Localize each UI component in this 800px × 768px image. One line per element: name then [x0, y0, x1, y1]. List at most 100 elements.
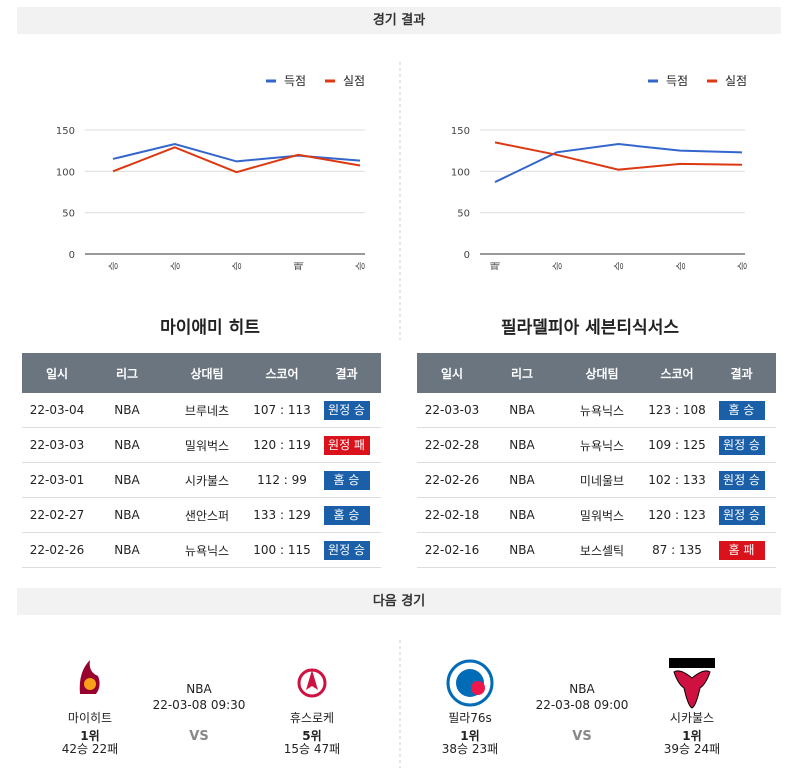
- datetime: 22-03-08 09:30: [152, 698, 246, 712]
- cell: 홈 패: [707, 532, 776, 568]
- column-header: 일시: [417, 353, 487, 393]
- x-tick-label: 승: [108, 261, 120, 270]
- column-header: 결과: [312, 353, 381, 393]
- row: 22-03-03 NBA 뉴욕닉스 123 : 108 홈 승: [417, 393, 776, 428]
- cell: 107 : 113: [252, 393, 312, 428]
- team-title: 필라델피아 세븐티식서스: [501, 318, 679, 338]
- cell: NBA: [487, 393, 557, 428]
- logo-heat: [79, 660, 100, 694]
- y-tick-label: 0: [464, 250, 470, 261]
- x-tick-label: 패: [490, 261, 502, 270]
- team-record: 38승 23패: [441, 742, 499, 756]
- result-badge: 원정 승: [718, 505, 765, 525]
- cell: 22-02-28: [417, 427, 487, 463]
- row: 22-02-16 NBA 보스셀틱 87 : 135 홈 패: [417, 532, 776, 568]
- x-tick-label: 승: [675, 261, 687, 270]
- result-badge: 홈 패: [718, 540, 765, 560]
- column-header: 상대팀: [557, 353, 647, 393]
- y-tick-label: 150: [451, 126, 470, 137]
- cell: 133 : 129: [252, 497, 312, 533]
- column-header: 스코어: [252, 353, 312, 393]
- results-table: 일시 리그 상대팀 스코어 결과 22-03-04 NBA 브루네츠 107 : 113 원정 승…: [22, 353, 381, 568]
- cell: NBA: [487, 532, 557, 568]
- cell: 원정 승: [707, 462, 776, 498]
- series-line: [494, 141, 743, 171]
- cell: 원정 패: [312, 427, 381, 463]
- cell: NBA: [92, 497, 162, 533]
- series-line: [112, 146, 361, 174]
- series-line: [112, 143, 361, 163]
- team-rank: 1위: [682, 729, 702, 743]
- cell: NBA: [92, 462, 162, 498]
- cell: 123 : 108: [647, 393, 707, 428]
- x-tick-label: 승: [737, 261, 749, 270]
- cell: 22-02-27: [22, 497, 92, 533]
- cell: 100 : 115: [252, 532, 312, 568]
- row: 22-02-28 NBA 뉴욕닉스 109 : 125 원정 승: [417, 427, 776, 463]
- y-tick-label: 50: [62, 209, 75, 220]
- logo-76ers: [446, 659, 494, 707]
- cell: 22-02-26: [22, 532, 92, 568]
- section-title: 다음 경기: [17, 588, 781, 615]
- legend-label: 실점: [725, 74, 747, 88]
- vs: VS: [189, 729, 209, 744]
- result-badge: 홈 승: [718, 400, 765, 420]
- cell: 109 : 125: [647, 427, 707, 463]
- cell: 22-03-03: [417, 393, 487, 428]
- team-name: 시카불스: [669, 711, 715, 725]
- team-title: 마이애미 히트: [160, 318, 260, 338]
- cell: NBA: [92, 393, 162, 428]
- row: 22-03-04 NBA 브루네츠 107 : 113 원정 승: [22, 393, 381, 428]
- cell: 홈 승: [707, 393, 776, 428]
- result-badge: 원정 승: [718, 435, 765, 455]
- result-badge: 홈 승: [323, 470, 370, 490]
- row: 22-02-26 NBA 미네울브 102 : 133 원정 승: [417, 462, 776, 498]
- team-name: 마이히트: [67, 711, 113, 725]
- cell: 보스셀틱: [557, 532, 647, 568]
- y-tick-label: 100: [56, 167, 75, 178]
- logo-bulls: [669, 658, 715, 709]
- cell: 밀워벅스: [162, 427, 252, 463]
- league: NBA: [569, 682, 595, 696]
- cell: 22-03-03: [22, 427, 92, 463]
- section-title: 경기 결과: [17, 7, 781, 34]
- cell: 뉴욕닉스: [557, 427, 647, 463]
- cell: 102 : 133: [647, 462, 707, 498]
- cell: 22-03-04: [22, 393, 92, 428]
- x-tick-label: 승: [552, 261, 564, 270]
- cell: 원정 승: [312, 393, 381, 428]
- cell: 샌안스퍼: [162, 497, 252, 533]
- legend-label: 득점: [666, 74, 688, 88]
- result-badge: 원정 승: [323, 400, 370, 420]
- cell: 22-02-26: [417, 462, 487, 498]
- logo-rockets: [297, 668, 327, 698]
- result-badge: 홈 승: [323, 505, 370, 525]
- column-header: 리그: [92, 353, 162, 393]
- cell: 뉴욕닉스: [162, 532, 252, 568]
- header-row: 일시 리그 상대팀 스코어 결과: [22, 353, 381, 393]
- cell: 홈 승: [312, 497, 381, 533]
- cell: 밀워벅스: [557, 497, 647, 533]
- cell: NBA: [487, 427, 557, 463]
- result-badge: 원정 승: [323, 540, 370, 560]
- series-line: [494, 143, 743, 183]
- cell: NBA: [92, 532, 162, 568]
- column-header: 스코어: [647, 353, 707, 393]
- x-tick-label: 승: [232, 261, 244, 270]
- legend-label: 실점: [343, 74, 365, 88]
- team-name: 휴스로케: [289, 711, 335, 725]
- cell: NBA: [487, 462, 557, 498]
- x-tick-label: 승: [355, 261, 367, 270]
- row: 22-03-03 NBA 밀워벅스 120 : 119 원정 패: [22, 427, 381, 463]
- cell: 112 : 99: [252, 462, 312, 498]
- team-rank: 1위: [80, 729, 100, 743]
- cell: 22-02-18: [417, 497, 487, 533]
- cell: 원정 승: [707, 427, 776, 463]
- cell: 87 : 135: [647, 532, 707, 568]
- team-record: 39승 24패: [663, 742, 721, 756]
- team-rank: 1위: [460, 729, 480, 743]
- cell: 120 : 119: [252, 427, 312, 463]
- x-tick-label: 패: [293, 261, 305, 270]
